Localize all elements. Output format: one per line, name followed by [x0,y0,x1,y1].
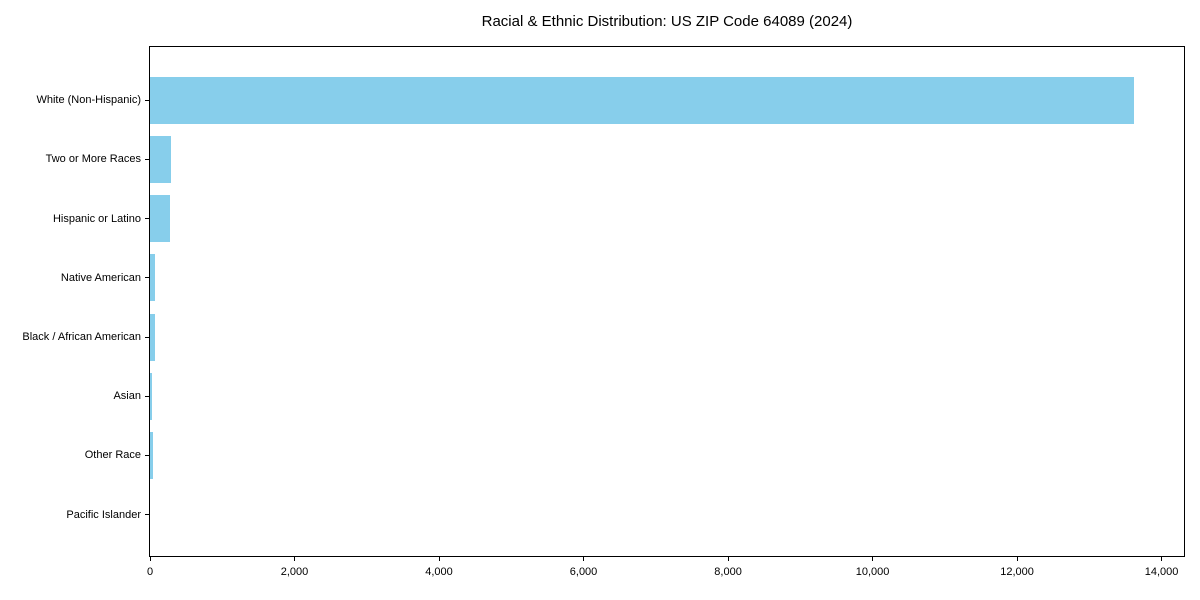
y-tick-white-non-hispanic [145,99,149,101]
x-tick-mark-10000 [872,557,874,561]
category-label-black-african-american: Black / African American [22,331,141,343]
y-tick-black-african-american [145,336,149,338]
category-label-asian: Asian [113,390,141,403]
y-tick-hispanic-or-latino [145,218,149,220]
bar-two-or-more-races [150,135,171,183]
category-label-other-race: Other Race [84,449,141,462]
bar-black-african-american [150,313,156,361]
x-tick-label-2000: 2,000 [280,566,309,578]
y-tick-two-or-more-races [145,158,149,160]
x-tick-mark-0 [149,557,151,561]
x-tick-label-4000: 4,000 [425,566,453,578]
x-tick-mark-6000 [583,557,585,561]
chart-title: Racial & Ethnic Distribution: US ZIP Cod… [481,13,853,30]
y-tick-other-race [145,454,149,456]
x-tick-label-10000: 10,000 [855,566,890,578]
x-tick-mark-2000 [294,557,295,561]
bar-native-american [150,254,156,302]
y-tick-pacific-islander [145,514,149,516]
bar-white-non-hispanic [150,76,1135,124]
category-label-native-american: Native American [60,271,141,284]
plot-area: White (Non-Hispanic) Two or More Races His… [22,46,1185,578]
x-tick-label-8000: 8,000 [714,566,742,578]
x-tick-mark-8000 [727,557,729,561]
x-tick-mark-12000 [1016,557,1018,561]
x-tick-label-12000: 12,000 [1000,566,1034,578]
y-tick-native-american [145,277,149,279]
x-tick-mark-14000 [1161,557,1163,561]
x-tick-label-14000: 14,000 [1144,566,1179,578]
category-label-pacific-islander: Pacific Islander [66,508,141,521]
bar-other-race [150,431,153,479]
category-label-white-non-hispanic: White (Non-Hispanic) [36,94,141,107]
x-tick-mark-4000 [438,557,440,561]
bar-hispanic-or-latino [150,195,170,243]
bar-asian [150,372,153,420]
y-tick-asian [145,395,149,397]
x-tick-label-0: 0 [146,566,154,578]
x-tick-label-6000: 6,000 [569,566,598,578]
category-label-two-or-more-races: Two or More Races [45,153,141,166]
category-label-hispanic-or-latino: Hispanic or Latino [52,212,141,225]
